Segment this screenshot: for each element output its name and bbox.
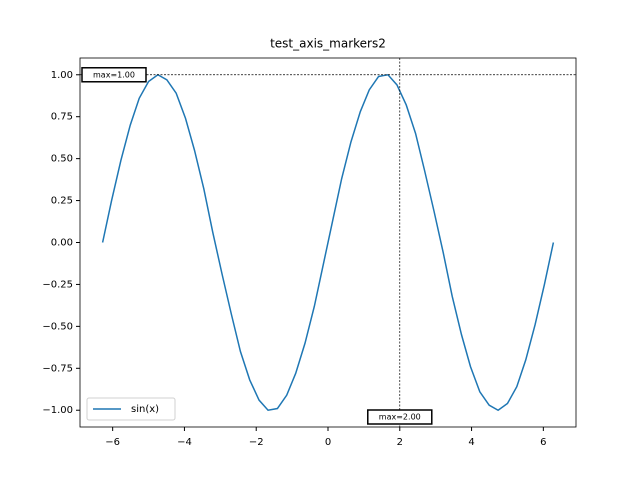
legend: sin(x) <box>86 397 176 421</box>
y-tick-label: −0.25 <box>42 279 73 290</box>
y-tick-label: 1.00 <box>51 70 73 81</box>
x-tick-label: −2 <box>249 437 264 448</box>
y-tick-label: −0.50 <box>42 321 73 332</box>
x-tick-label: 4 <box>468 437 474 448</box>
marker-label: max=1.00 <box>93 70 135 79</box>
marker-label-box <box>367 409 433 425</box>
legend-box <box>86 397 176 421</box>
marker-label-box <box>81 67 147 83</box>
plot-frame <box>79 57 577 428</box>
y-tick-label: 0.50 <box>51 154 73 165</box>
x-tick-label: −6 <box>105 437 120 448</box>
x-tick-label: 6 <box>540 437 546 448</box>
legend-label: sin(x) <box>131 404 159 415</box>
marker-label: max=2.00 <box>379 413 421 422</box>
y-tick-label: −0.75 <box>42 363 73 374</box>
x-tick-label: 2 <box>397 437 403 448</box>
chart-title: test_axis_markers2 <box>270 37 386 51</box>
y-tick-label: 0.25 <box>51 196 73 207</box>
x-tick-label: 0 <box>325 437 331 448</box>
x-tick-label: −4 <box>177 437 192 448</box>
y-tick-label: 0.75 <box>51 112 73 123</box>
line-series <box>101 73 555 412</box>
y-tick-label: −1.00 <box>42 405 73 416</box>
y-tick-label: 0.00 <box>51 238 73 249</box>
